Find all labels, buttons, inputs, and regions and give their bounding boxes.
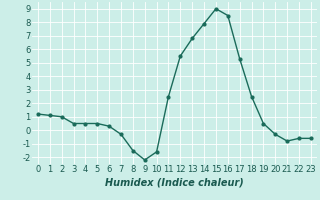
X-axis label: Humidex (Indice chaleur): Humidex (Indice chaleur) (105, 177, 244, 187)
